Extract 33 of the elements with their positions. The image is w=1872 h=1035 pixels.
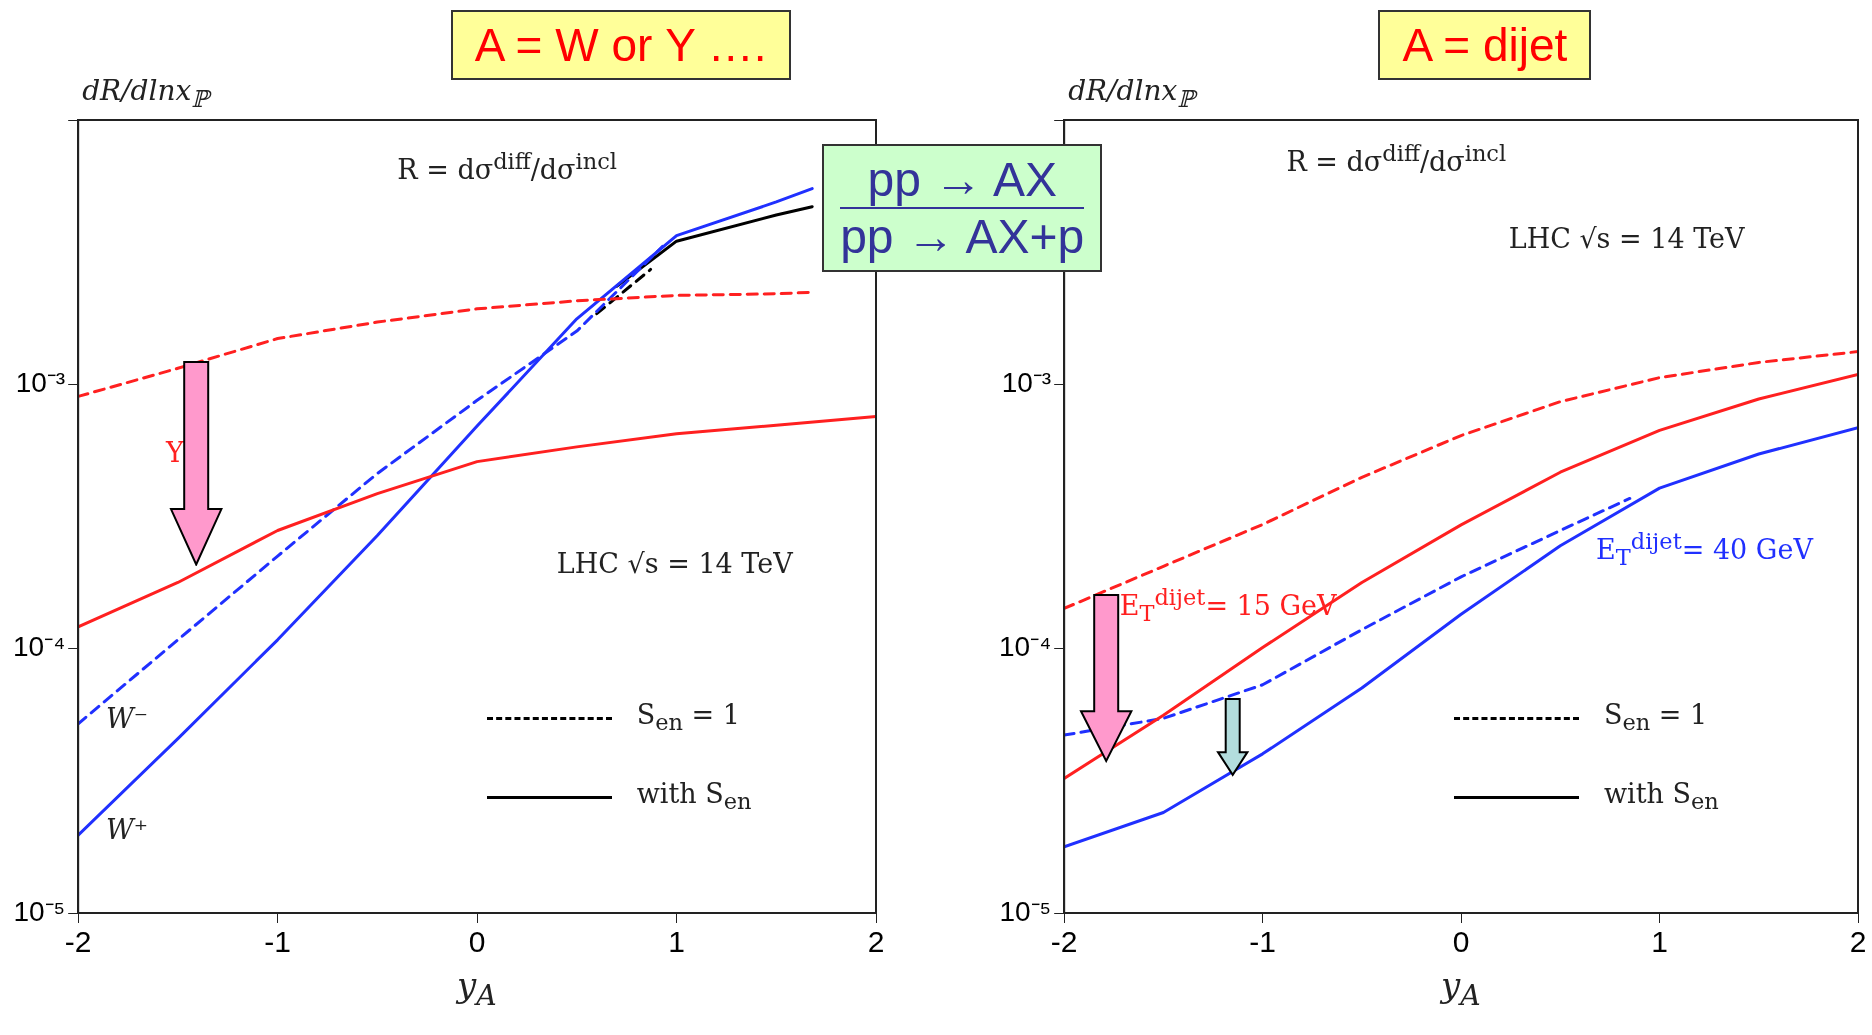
annotation: W⁻ — [106, 702, 149, 736]
annotation: pp → AX — [866, 152, 1058, 208]
x-tick-label: -2 — [1050, 925, 1078, 959]
annotation: LHC √s = 14 TeV — [556, 548, 793, 581]
x-tick-label: 0 — [468, 925, 486, 959]
annotation: R = dσ$^{diff}$/dσ$^{incl}$ — [397, 147, 618, 187]
y-tick-label: 10⁻⁴ — [998, 631, 1052, 663]
annotation: LHC √s = 14 TeV — [1508, 223, 1745, 256]
annotation: with S$_{en}$ — [636, 778, 752, 816]
x-tick-label: 0 — [1452, 925, 1470, 959]
annotation: W⁺ — [106, 813, 149, 847]
annotation: S$_{en}$ = 1 — [1603, 698, 1708, 737]
x-tick-label: 1 — [1651, 925, 1668, 959]
x-axis-title: y$_{A}$ — [457, 965, 497, 1013]
x-tick-label: -1 — [1249, 925, 1276, 959]
annotation: S$_{en}$ = 1 — [636, 698, 740, 737]
x-axis-title: y$_{A}$ — [1441, 965, 1481, 1013]
y-tick-label: 10⁻³ — [15, 367, 66, 399]
x-tick-label: 2 — [1849, 925, 1867, 959]
x-tick-label: 2 — [867, 925, 885, 959]
annotation: E$_{T}$$^{dijet}$= 40 GeV — [1596, 528, 1813, 572]
annotation: pp → AX+p — [840, 207, 1085, 265]
x-tick-label: 1 — [668, 925, 685, 959]
annotation: with S$_{en}$ — [1603, 778, 1719, 816]
chart-title: A = W or Υ …. — [450, 10, 791, 80]
y-tick-label: 10⁻⁵ — [999, 895, 1052, 927]
chart-title: A = dijet — [1378, 10, 1592, 80]
x-tick-label: -2 — [64, 925, 92, 959]
y-tick-label: 10⁻⁵ — [13, 895, 66, 927]
annotation: R = dσ$^{diff}$/dσ$^{incl}$ — [1286, 139, 1507, 179]
x-tick-label: -1 — [264, 925, 291, 959]
y-tick-label: 10⁻⁴ — [12, 631, 66, 663]
y-tick-label: 10⁻³ — [1001, 367, 1052, 399]
